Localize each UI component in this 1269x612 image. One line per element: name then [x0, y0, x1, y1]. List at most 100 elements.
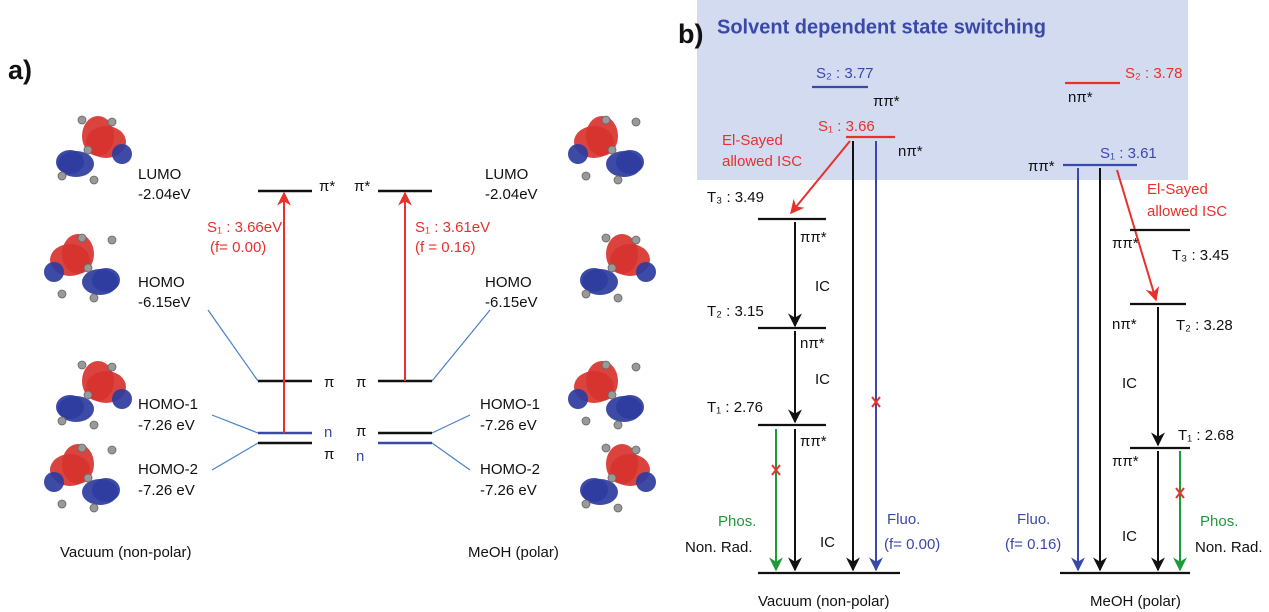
orbital-name: HOMO-2 [480, 461, 540, 478]
orbital-name: HOMO [485, 274, 532, 291]
panel-title: Solvent dependent state switching [717, 16, 1046, 38]
connector [212, 415, 258, 433]
orbital-energy: -6.15eV [485, 294, 538, 311]
phos-label: Phos. [718, 513, 756, 530]
atom [632, 236, 640, 244]
atom [90, 421, 98, 429]
orbital-lobe [112, 144, 132, 164]
atom [90, 176, 98, 184]
isc-label: allowed ISC [722, 153, 802, 170]
level-label: π [356, 423, 366, 440]
ic-label: IC [820, 534, 835, 551]
atom [78, 116, 86, 124]
state-label: S₂ : 3.78 [1125, 65, 1183, 82]
connector [432, 415, 470, 433]
atom [614, 176, 622, 184]
state-character: nπ* [800, 335, 825, 352]
state-character: ππ* [873, 93, 900, 110]
atom [632, 446, 640, 454]
orbital-lobe [44, 262, 64, 282]
atom [614, 421, 622, 429]
caption: Vacuum (non-polar) [758, 593, 889, 610]
caption: Vacuum (non-polar) [60, 544, 191, 561]
panel-label: a) [8, 55, 32, 85]
atom [78, 444, 86, 452]
fluo-label: Fluo. [1017, 511, 1050, 528]
orbital-name: LUMO [485, 166, 528, 183]
state-label: T₃ : 3.49 [707, 189, 764, 206]
ic-label: IC [1122, 375, 1137, 392]
state-label: S₂ : 3.77 [816, 65, 874, 82]
atom [90, 294, 98, 302]
level-label: π [356, 374, 366, 391]
state-label: T₂ : 3.15 [707, 303, 764, 320]
atom [84, 474, 92, 482]
orbital-name: HOMO [138, 274, 185, 291]
orbital-energy: -2.04eV [485, 186, 538, 203]
atom [582, 417, 590, 425]
state-label: T₁ : 2.76 [707, 399, 763, 416]
isc-label: El-Sayed [722, 132, 783, 149]
atom [602, 444, 610, 452]
orbital-lobe [112, 389, 132, 409]
oscillator-strength: (f = 0.16) [415, 239, 475, 256]
atom [108, 363, 116, 371]
isc-label: El-Sayed [1147, 181, 1208, 198]
orbital-name: LUMO [138, 166, 181, 183]
caption: MeOH (polar) [1090, 593, 1181, 610]
connector [208, 310, 258, 381]
level-label: π* [354, 178, 370, 195]
state-label: T₁ : 2.68 [1178, 427, 1234, 444]
atom [84, 391, 92, 399]
atom [608, 391, 616, 399]
orbital-energy: -7.26 eV [138, 417, 195, 434]
orbital-name: HOMO-2 [138, 461, 198, 478]
orbital-lobe [636, 472, 656, 492]
state-label: S₁ : 3.66 [818, 118, 875, 135]
atom [632, 118, 640, 126]
orbital-lobe [82, 479, 118, 505]
state-character: ππ* [800, 229, 827, 246]
orbital-lobe [636, 262, 656, 282]
orbital-name: HOMO-1 [138, 396, 198, 413]
orbital-lobe [606, 396, 642, 422]
orbital-energy: -7.26 eV [480, 417, 537, 434]
ic-label: IC [1122, 528, 1137, 545]
orbital-lobe [568, 389, 588, 409]
atom [108, 446, 116, 454]
panel-label: b) [678, 19, 703, 49]
level-label: π [324, 374, 334, 391]
atom [602, 361, 610, 369]
ic-label: IC [815, 371, 830, 388]
orbital-name: HOMO-1 [480, 396, 540, 413]
orbital-lobe [568, 144, 588, 164]
oscillator-strength: (f= 0.00) [210, 239, 266, 256]
atom [632, 363, 640, 371]
state-character: ππ* [1028, 158, 1055, 175]
atom [58, 172, 66, 180]
orbital-energy: -6.15eV [138, 294, 191, 311]
level-label: n [324, 424, 332, 441]
atom [78, 234, 86, 242]
level-label: π [324, 446, 334, 463]
state-character: ππ* [800, 433, 827, 450]
orbital-lobe [44, 472, 64, 492]
orbital-energy: -7.26 eV [138, 482, 195, 499]
atom [602, 234, 610, 242]
nonrad-label: Non. Rad. [685, 539, 753, 556]
caption: MeOH (polar) [468, 544, 559, 561]
orbital-lobe [606, 151, 642, 177]
fluo-oscillator: (f= 0.00) [884, 536, 940, 553]
orbital-energy: -2.04eV [138, 186, 191, 203]
level-label: π* [319, 178, 335, 195]
orbital-lobe [82, 269, 118, 295]
atom [108, 118, 116, 126]
fluo-label: Fluo. [887, 511, 920, 528]
ic-label: IC [815, 278, 830, 295]
atom [582, 172, 590, 180]
figure: a) LUMO -2.04eV HOMO -6.15eV HOMO-1 -7.2… [0, 0, 1269, 612]
atom [108, 236, 116, 244]
state-label: T₂ : 3.28 [1176, 317, 1233, 334]
state-label: S₁ : 3.61 [1100, 145, 1157, 162]
atom [90, 504, 98, 512]
